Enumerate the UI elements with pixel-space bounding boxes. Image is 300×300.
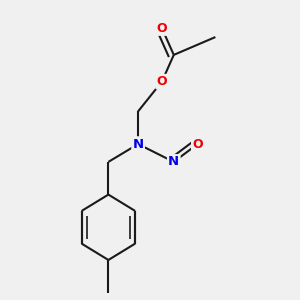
Text: O: O	[157, 22, 167, 34]
Text: O: O	[192, 138, 203, 151]
Text: N: N	[133, 138, 144, 151]
Text: N: N	[168, 155, 179, 168]
Text: O: O	[157, 75, 167, 88]
